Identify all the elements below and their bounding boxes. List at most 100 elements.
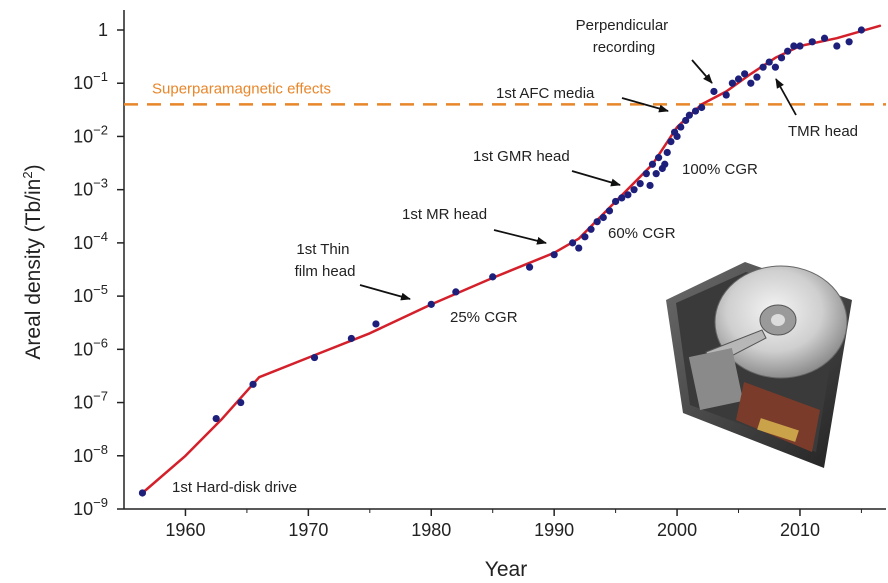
y-tick-label: 10−6 (73, 335, 108, 359)
hdd-circuit (736, 382, 820, 452)
data-point (648, 160, 657, 168)
y-tick-label: 10−7 (73, 389, 108, 413)
data-point (655, 154, 663, 162)
arrow-afc-media (621, 97, 669, 113)
arrow-thin-film-head (359, 284, 411, 301)
data-point (427, 300, 435, 308)
hdd-connector (757, 418, 799, 442)
data-point (249, 380, 257, 388)
anno-cgr-25: 25% CGR (450, 309, 518, 326)
data-point (550, 251, 558, 259)
data-point (581, 233, 589, 241)
x-axis-title: Year (485, 558, 527, 581)
data-point (790, 42, 798, 50)
data-point (212, 414, 220, 423)
data-point (630, 186, 638, 194)
plot-frame (123, 10, 886, 510)
y-tick-label: 10−4 (73, 229, 108, 253)
data-point (347, 334, 355, 343)
data-point (663, 148, 671, 157)
data-point (728, 79, 736, 87)
anno-perpendicular-recording: Perpendicular recording (576, 17, 673, 56)
annotation-arrows (359, 59, 797, 301)
data-point (796, 42, 804, 50)
data-point (605, 207, 614, 215)
x-tick-label: 2000 (657, 520, 697, 540)
y-tick-label: 10−3 (73, 176, 108, 200)
anno-tmr-head: TMR head (788, 123, 858, 140)
data-point (624, 191, 632, 199)
superparamagnetic-limit: Superparamagnetic effects (124, 80, 886, 106)
data-point (452, 288, 460, 296)
data-point (691, 107, 700, 115)
data-point (765, 58, 773, 66)
y-tick-label: 10−5 (73, 282, 108, 306)
data-point (734, 75, 743, 83)
data-point (833, 42, 841, 50)
data-point (741, 70, 749, 78)
x-tick-label: 1990 (534, 520, 574, 540)
data-point (685, 111, 693, 119)
data-point (372, 320, 380, 328)
y-tick-label: 10−2 (73, 122, 108, 146)
data-point (489, 273, 497, 281)
y-tick-label: 10−9 (73, 495, 108, 519)
x-tick-label: 1970 (288, 520, 328, 540)
superparamagnetic-label: Superparamagnetic effects (152, 80, 331, 97)
data-point (771, 63, 779, 71)
anno-thin-film-head: 1st Thin film head (295, 241, 356, 280)
data-point (722, 91, 730, 99)
hdd-spindle-center (771, 314, 785, 326)
y-tick-label: 10−1 (73, 69, 108, 93)
data-point (673, 132, 681, 141)
data-point (682, 116, 690, 125)
data-point (636, 180, 644, 188)
data-point (820, 34, 829, 42)
data-point (661, 160, 669, 168)
data-point (138, 489, 147, 497)
data-point (747, 79, 755, 87)
hard-disk-drive-photo (666, 262, 852, 468)
x-tick-label: 2010 (780, 520, 820, 540)
data-point (784, 47, 792, 55)
data-point (587, 225, 595, 233)
data-point (646, 181, 654, 190)
y-axis-ticks: 10−9 10−8 10−7 10−6 10−5 10−4 10−3 10−2 10−1 1 (73, 20, 124, 519)
data-point (710, 87, 718, 96)
y-tick-label: 10−8 (73, 442, 108, 466)
data-point (777, 54, 786, 62)
annotations: 1st Hard-disk drive 1st Thin film head 1… (172, 17, 858, 496)
anno-afc-media: 1st AFC media (496, 85, 595, 102)
anno-mr-head: 1st MR head (402, 206, 487, 223)
data-point (612, 197, 620, 206)
x-tick-label: 1980 (411, 520, 451, 540)
data-point (698, 103, 706, 112)
arrow-mr-head (493, 229, 547, 245)
data-point (857, 26, 866, 34)
data-point (667, 138, 675, 146)
data-point (310, 353, 319, 362)
data-point (599, 213, 607, 222)
data-point (237, 398, 245, 407)
data-point (845, 38, 853, 46)
data-point (652, 170, 660, 178)
data-point (759, 63, 767, 71)
y-axis-title: Areal density (Tb/in2) (20, 164, 45, 359)
anno-gmr-head: 1st GMR head (473, 148, 570, 165)
anno-first-hdd: 1st Hard-disk drive (172, 479, 297, 496)
x-tick-label: 1960 (165, 520, 205, 540)
anno-cgr-100: 100% CGR (682, 161, 758, 178)
x-axis-ticks: 1960 1970 1980 1990 2000 2010 (165, 509, 862, 540)
data-point (568, 239, 577, 247)
arrow-gmr-head (571, 170, 621, 187)
data-point (642, 170, 650, 178)
data-point (618, 194, 626, 202)
data-point (525, 263, 534, 271)
data-point (575, 244, 583, 252)
data-point (808, 38, 816, 46)
arrow-perpendicular-recording (691, 59, 713, 84)
y-tick-label: 1 (98, 20, 108, 40)
data-points (138, 26, 866, 497)
anno-cgr-60: 60% CGR (608, 225, 676, 242)
